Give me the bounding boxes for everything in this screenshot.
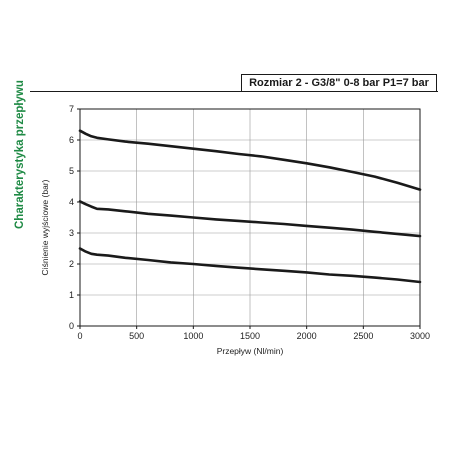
y-tick-label: 5 [69,166,74,176]
y-tick-label: 6 [69,135,74,145]
x-tick-label: 1000 [183,331,203,341]
x-tick-label: 2500 [353,331,373,341]
series-lines [78,129,422,284]
axis-ticks: 0 500 1000 1500 2000 2500 3000 0 1 2 3 4 5 6 7 [69,104,430,341]
x-tick-label: 500 [129,331,144,341]
x-tick-label: 2000 [297,331,317,341]
y-tick-label: 1 [69,290,74,300]
x-axis-title: Przepływ (Nl/min) [217,346,284,356]
x-tick-label: 0 [77,331,82,341]
series-line-3 [78,247,422,284]
chart-header: Rozmiar 2 - G3/8" 0-8 bar P1=7 bar [241,74,437,92]
series-line-1 [78,129,422,191]
y-axis-title: Ciśnienie wyjściowe (bar) [40,179,50,275]
header-divider [30,91,438,92]
y-tick-label: 7 [69,104,74,114]
x-tick-label: 1500 [240,331,260,341]
y-tick-label: 3 [69,228,74,238]
y-tick-label: 0 [69,321,74,331]
x-tick-label: 3000 [410,331,430,341]
y-tick-label: 4 [69,197,74,207]
series-line-2 [78,200,422,238]
y-tick-label: 2 [69,259,74,269]
